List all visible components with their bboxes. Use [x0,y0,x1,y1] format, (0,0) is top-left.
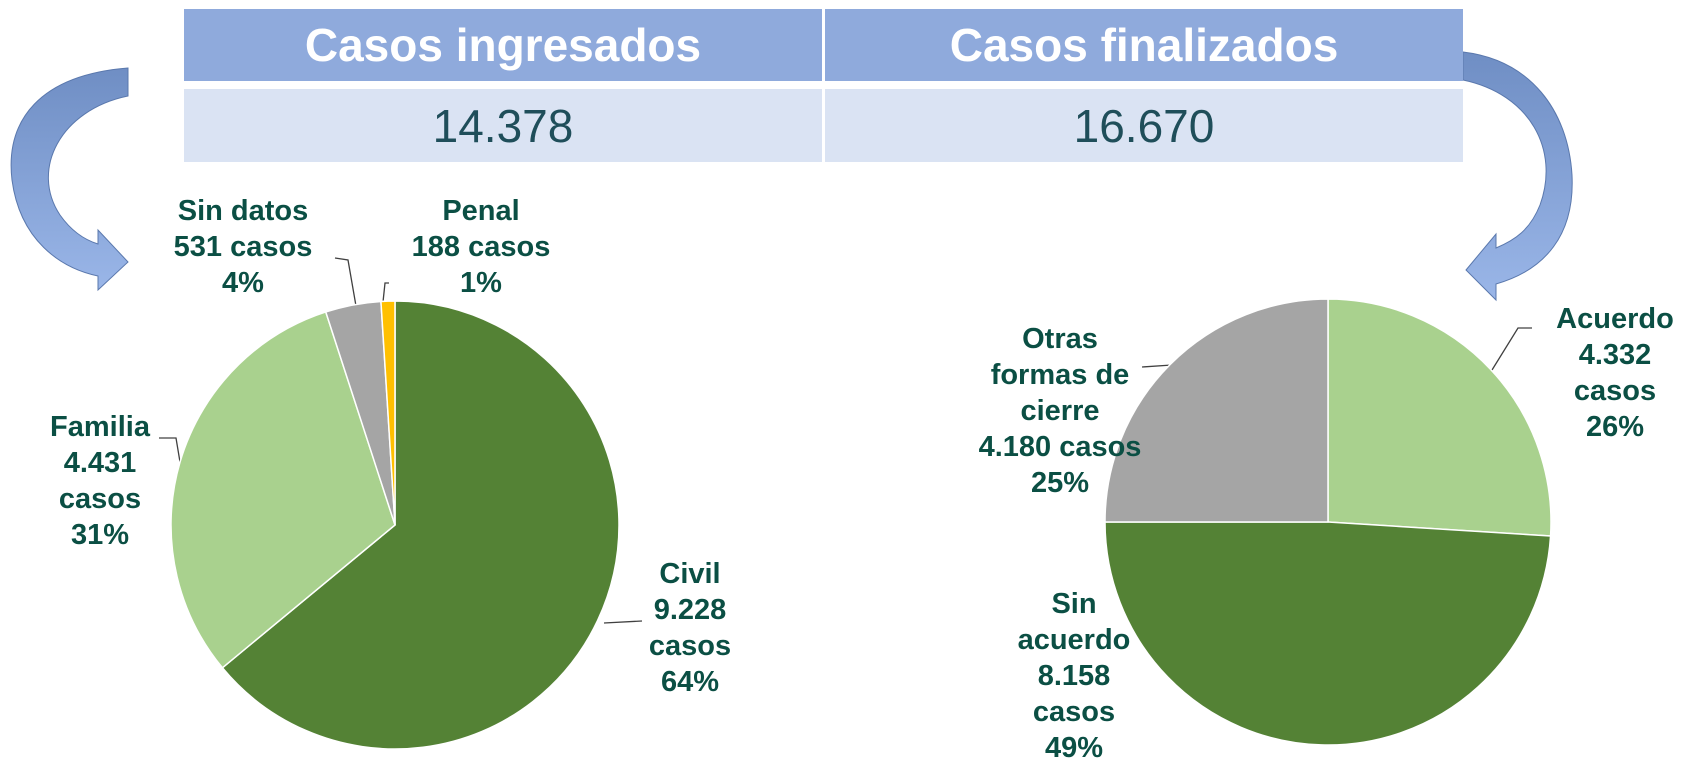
category-label: Otras formas de cierre [990,323,1130,427]
arrow-right [1462,51,1573,302]
value-label: 64% [660,666,720,698]
value-label: 1% [460,267,502,299]
category-label: Sin datos [177,195,309,227]
slice-label: Sin datos 531 casos 4% [153,193,333,301]
slice-label: Civil 9.228 casos 64% [635,556,745,700]
cases-label: 9.228 casos [648,594,732,662]
leader-line [1141,364,1173,368]
cases-label: 4.431 casos [58,447,142,515]
pie-slice [170,311,396,669]
pie-slice [221,300,620,750]
cases-label: 8.158 casos [1032,660,1116,728]
pie-slice [1104,521,1552,746]
value-finalizados: 16.670 [825,89,1463,162]
value-label: 31% [70,519,130,551]
pie-slice [380,300,396,526]
cases-label: 4.332 casos [1573,339,1657,407]
value-label: 26% [1585,411,1645,443]
value-ingresados: 14.378 [184,89,822,162]
category-label: Civil [659,558,721,590]
category-label: Penal [442,195,520,227]
value-label: 4% [222,267,264,299]
cases-label: 4.180 casos [978,431,1142,463]
slice-label: Familia 4.431 casos 31% [43,409,158,553]
category-label: Sin acuerdo [1017,588,1131,656]
header-finalizados: Casos finalizados [825,9,1463,81]
value-label: 49% [1044,732,1104,764]
value-label: 25% [1030,467,1090,499]
slice-label: Penal 188 casos 1% [391,193,571,301]
arrow-left [10,67,129,292]
category-label: Familia [50,411,150,443]
cases-label: 188 casos [411,231,551,263]
leader-line [1491,327,1532,371]
leader-line [159,437,181,463]
leader-line [334,257,357,307]
pie-slice [1327,298,1552,537]
leader-lines [159,257,1532,624]
slice-label: Acuerdo 4.332 casos 26% [1545,301,1685,445]
cases-label: 531 casos [173,231,313,263]
pie-slice [1104,298,1329,523]
leader-line [603,620,643,624]
slice-label: Otras formas de cierre 4.180 casos 25% [978,321,1143,501]
slice-label: Sin acuerdo 8.158 casos 49% [1007,586,1142,766]
category-label: Acuerdo [1556,303,1674,335]
header-ingresados: Casos ingresados [184,9,822,81]
leader-line [382,282,389,303]
